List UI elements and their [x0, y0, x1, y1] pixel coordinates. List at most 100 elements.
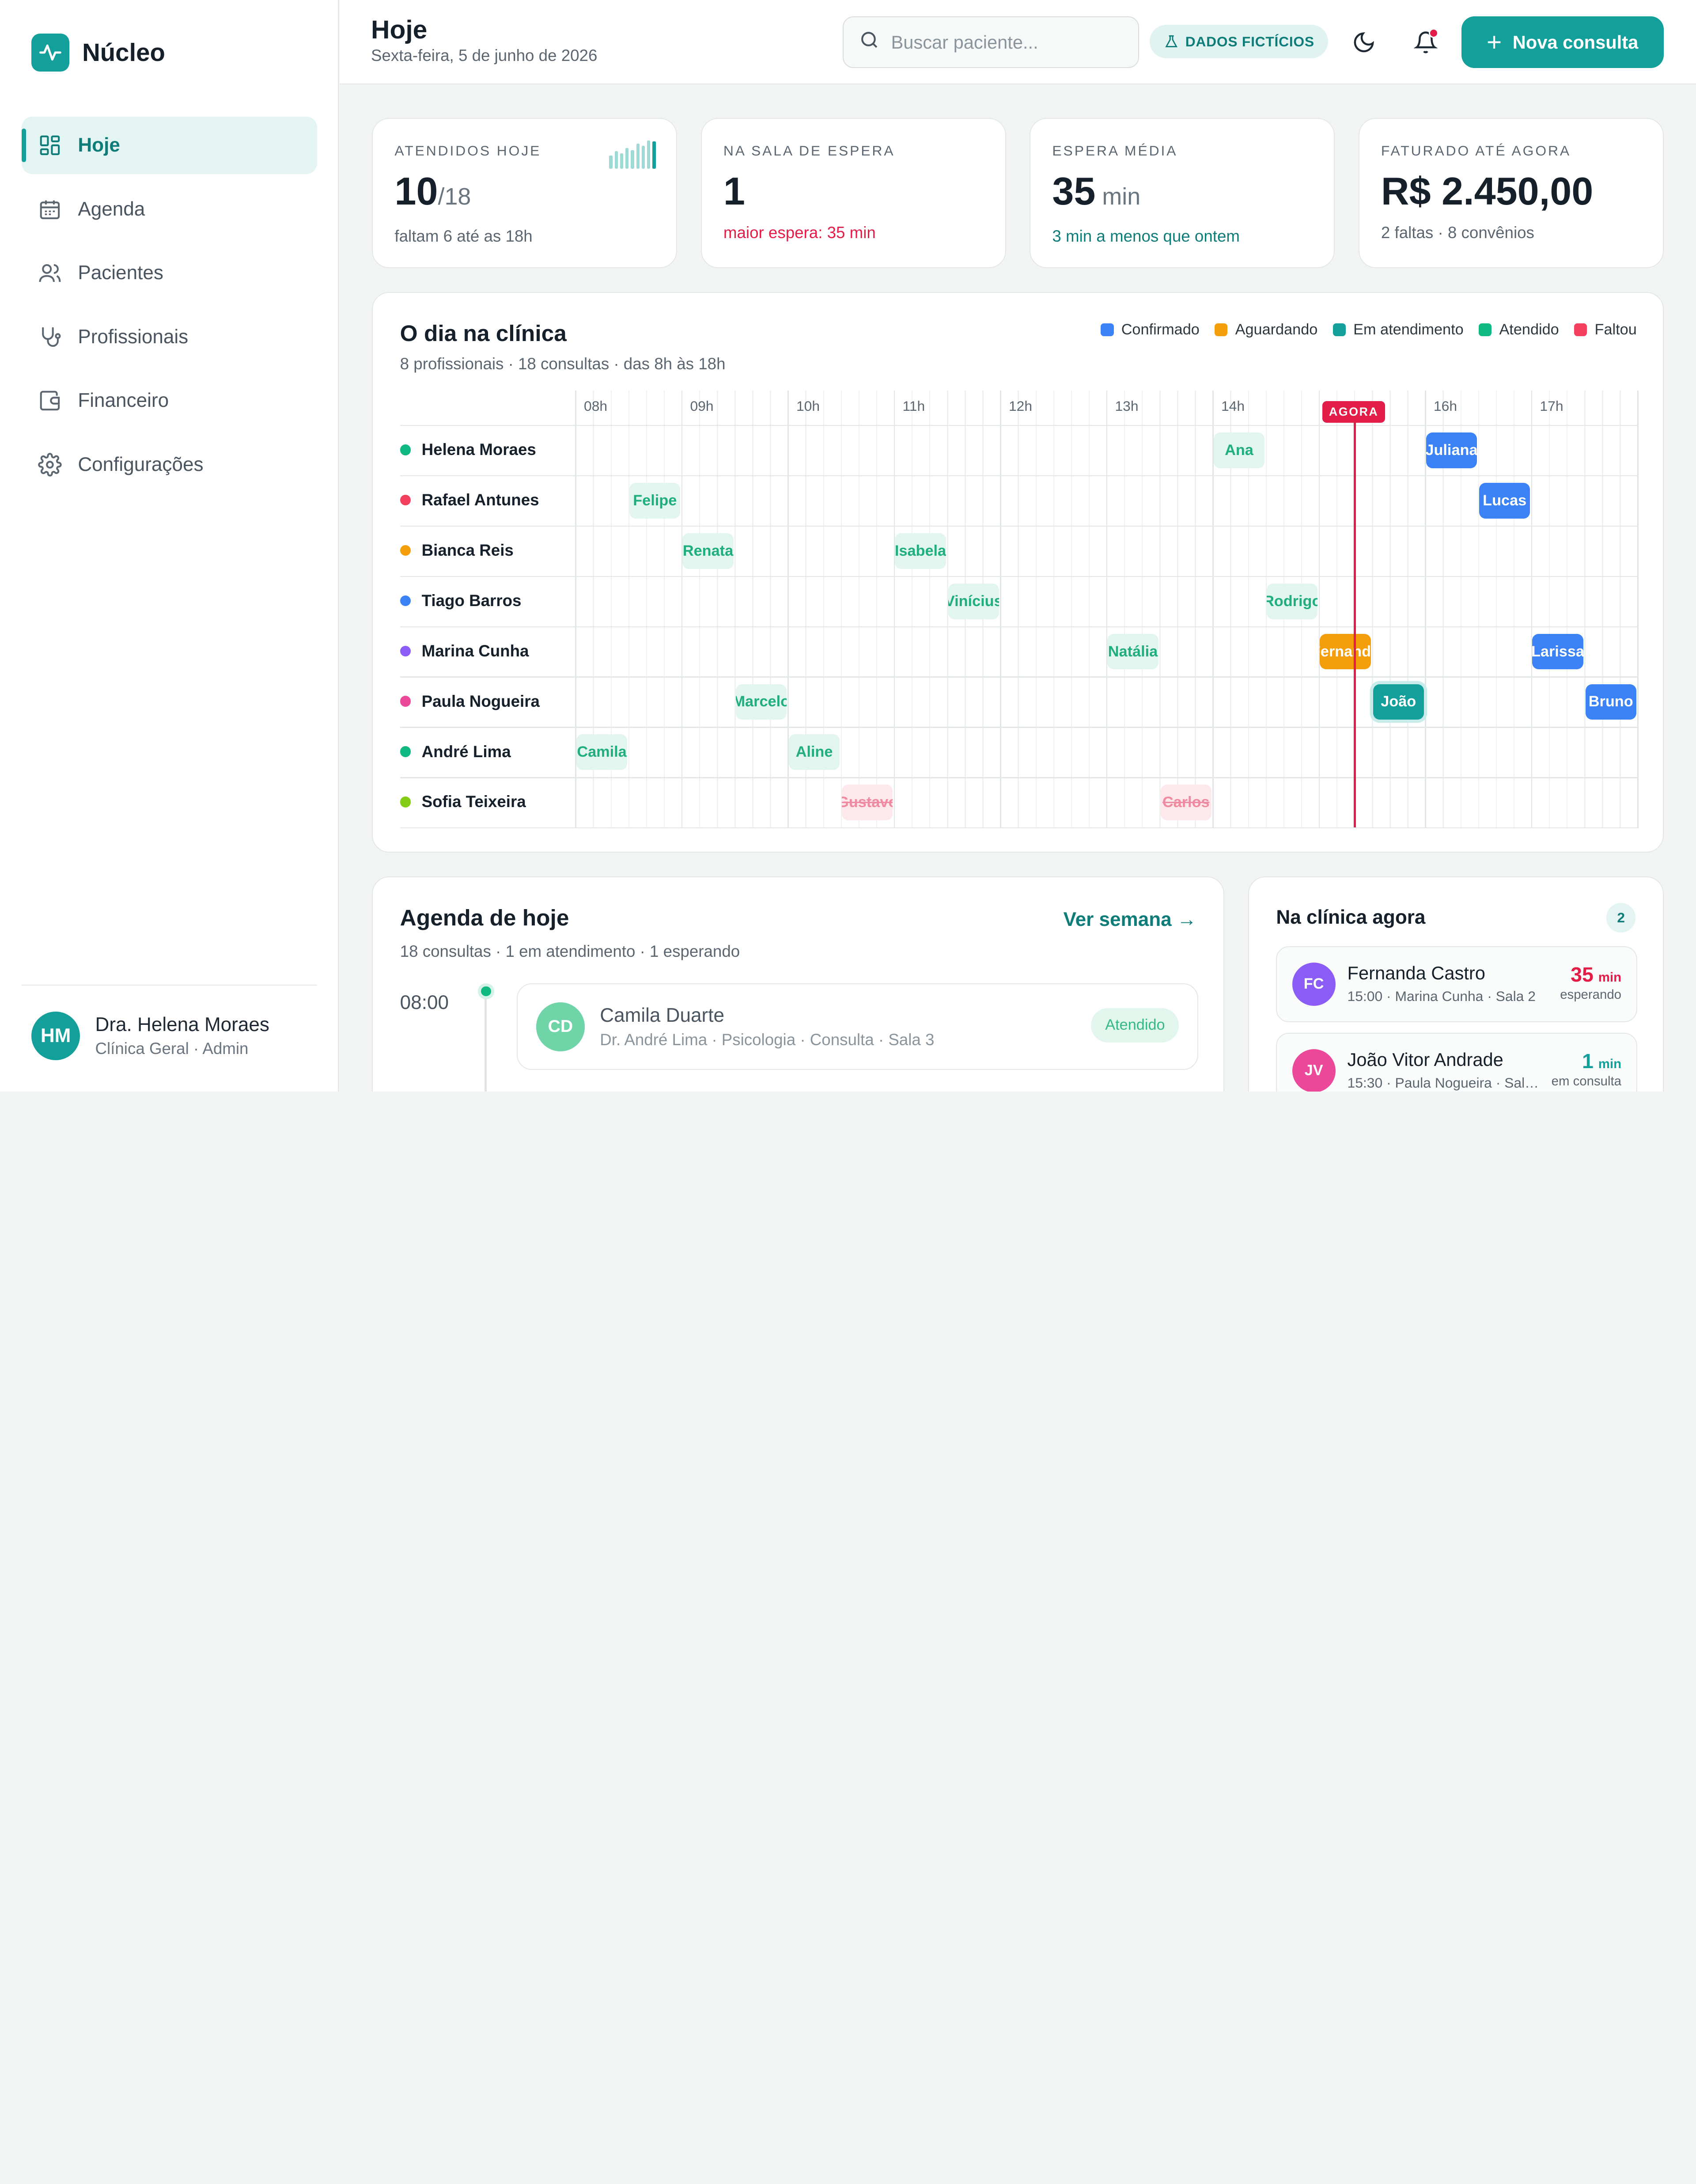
sidebar-item-label: Profissionais: [78, 326, 189, 348]
sparkline-icon: [607, 139, 656, 169]
timeline-subtitle: 8 profissionais · 18 consultas · das 8h …: [400, 354, 726, 373]
user-role: Clínica Geral · Admin: [95, 1039, 249, 1058]
brand[interactable]: Núcleo: [31, 33, 165, 72]
grid-line: [1265, 390, 1267, 828]
appointment-time: 08:00: [400, 992, 449, 1014]
sidebar-item-configuracoes[interactable]: Configurações: [22, 436, 317, 493]
grid-line: [1372, 390, 1373, 828]
grid-line: [1548, 390, 1550, 828]
grid-line: [1495, 390, 1497, 828]
search-icon: [859, 29, 880, 55]
appointment-block[interactable]: Aline: [788, 734, 840, 770]
professional-label: Paula Nogueira: [421, 692, 540, 710]
legend-item-confirmed: Confirmado: [1101, 321, 1200, 338]
notifications-button[interactable]: [1406, 23, 1445, 61]
sidebar-item-agenda[interactable]: Agenda: [22, 181, 317, 238]
search-input[interactable]: Buscar paciente...: [842, 16, 1139, 68]
legend-item-waiting: Aguardando: [1215, 321, 1317, 338]
sidebar-item-pacientes[interactable]: Pacientes: [22, 244, 317, 302]
grid-line: [1442, 390, 1444, 828]
stat-card-revenue: FATURADO ATÉ AGORA R$ 2.450,00 2 faltas …: [1358, 118, 1664, 269]
professional-name: Tiago Barros: [400, 576, 521, 626]
stat-card-average-wait: ESPERA MÉDIA 35 min 3 min a menos que on…: [1030, 118, 1335, 269]
stat-value: 1: [723, 169, 745, 213]
now-line: [1354, 405, 1356, 828]
row-line: [400, 777, 1639, 778]
status-dot: [400, 696, 411, 707]
sidebar-item-financeiro[interactable]: Financeiro: [22, 372, 317, 429]
sidebar-item-hoje[interactable]: Hoje: [21, 117, 317, 174]
search-placeholder: Buscar paciente...: [891, 31, 1038, 53]
patient-card[interactable]: FC Fernanda Castro 15:00 · Marina Cunha …: [1276, 946, 1638, 1022]
professional-label: Rafael Antunes: [421, 491, 539, 509]
grid-line: [876, 390, 878, 828]
grid-line: [947, 390, 948, 828]
see-week-link[interactable]: Ver semana →: [1063, 908, 1197, 930]
appointment-block[interactable]: Rodrigo: [1267, 583, 1318, 619]
sidebar: Núcleo Hoje Agenda Pacientes Profissiona…: [0, 0, 339, 1092]
appointment-block[interactable]: Isabela: [895, 533, 946, 569]
timeline-title: O dia na clínica: [400, 320, 567, 346]
grid-line: [1195, 390, 1196, 828]
sidebar-item-label: Financeiro: [78, 390, 169, 412]
demo-data-badge: DADOS FICTÍCIOS: [1150, 25, 1329, 59]
appointment-block[interactable]: Camila: [576, 734, 628, 770]
appointment-card[interactable]: CD Camila Duarte Dr. André Lima · Psicol…: [517, 983, 1199, 1070]
timeline-grid: 08h 09h 10h 11h 12h 13h 14h 16h 17h Helena Moraes…: [400, 390, 1639, 829]
stat-value: 35 min: [1052, 169, 1141, 213]
grid-line: [1159, 390, 1161, 828]
row-line: [400, 576, 1639, 577]
stat-sub: faltam 6 até as 18h: [394, 227, 533, 245]
row-line: [400, 676, 1639, 678]
appointment-block[interactable]: Carlos: [1160, 785, 1211, 821]
status-dot: [400, 796, 411, 808]
new-appointment-button[interactable]: + Nova consulta: [1461, 16, 1664, 68]
patient-name: Fernanda Castro: [1347, 962, 1485, 983]
brand-name: Núcleo: [82, 38, 165, 67]
grid-line: [1425, 390, 1426, 828]
grid-line: [929, 390, 931, 828]
sidebar-item-profissionais[interactable]: Profissionais: [22, 308, 317, 366]
grid-line: [1637, 390, 1639, 828]
user-profile[interactable]: HM Dra. Helena Moraes Clínica Geral · Ad…: [31, 1011, 269, 1061]
topbar: Hoje Sexta-feira, 5 de junho de 2026 Bus…: [339, 0, 1696, 85]
theme-toggle-button[interactable]: [1344, 23, 1383, 61]
grid-line: [699, 390, 700, 828]
day-timeline-card: O dia na clínica 8 profissionais · 18 co…: [372, 292, 1664, 853]
grid-line: [734, 390, 736, 828]
grid-line: [1584, 390, 1586, 828]
appointment-block[interactable]: Renata: [682, 533, 734, 569]
stat-card-waiting-room: NA SALA DE ESPERA 1 maior espera: 35 min: [700, 118, 1006, 269]
appointment-block[interactable]: Larissa: [1532, 633, 1583, 670]
grid-line: [1389, 390, 1391, 828]
page-date: Sexta-feira, 5 de junho de 2026: [371, 46, 598, 65]
patient-detail: 15:30 · Paula Nogueira · Sala 1: [1347, 1075, 1542, 1091]
grid-line: [1035, 390, 1037, 828]
patient-card[interactable]: JV João Vitor Andrade 15:30 · Paula Nogu…: [1276, 1033, 1638, 1092]
pulse-icon: [31, 33, 69, 72]
appointment-block[interactable]: Fernanda: [1320, 633, 1371, 670]
appointment-block[interactable]: Felipe: [629, 483, 681, 519]
row-line: [400, 425, 1639, 426]
appointment-block[interactable]: Bruno: [1585, 684, 1636, 720]
grid-line: [1248, 390, 1249, 828]
appointment-block[interactable]: Marcelo: [735, 684, 787, 720]
grid-line: [663, 390, 665, 828]
appointment-block[interactable]: João: [1373, 684, 1424, 720]
grid-line: [893, 390, 895, 828]
plus-icon: +: [1486, 28, 1502, 57]
appointment-block[interactable]: Ana: [1213, 432, 1265, 468]
appointment-block[interactable]: Juliana: [1426, 432, 1477, 468]
wait-indicator: 35 min esperando: [1560, 963, 1622, 1002]
appointment-block[interactable]: Natália: [1107, 633, 1158, 670]
appointment-block[interactable]: Vinícius: [948, 583, 999, 619]
avatar: FC: [1292, 962, 1336, 1006]
grid-line: [1106, 390, 1108, 828]
grid-line: [752, 390, 753, 828]
grid-line: [1478, 390, 1480, 828]
professional-label: Helena Moraes: [421, 440, 536, 459]
patient-name: Camila Duarte: [600, 1005, 724, 1027]
stat-value: R$ 2.450,00: [1381, 169, 1594, 213]
appointment-block[interactable]: Gustavo: [842, 785, 893, 821]
appointment-block[interactable]: Lucas: [1479, 483, 1530, 519]
